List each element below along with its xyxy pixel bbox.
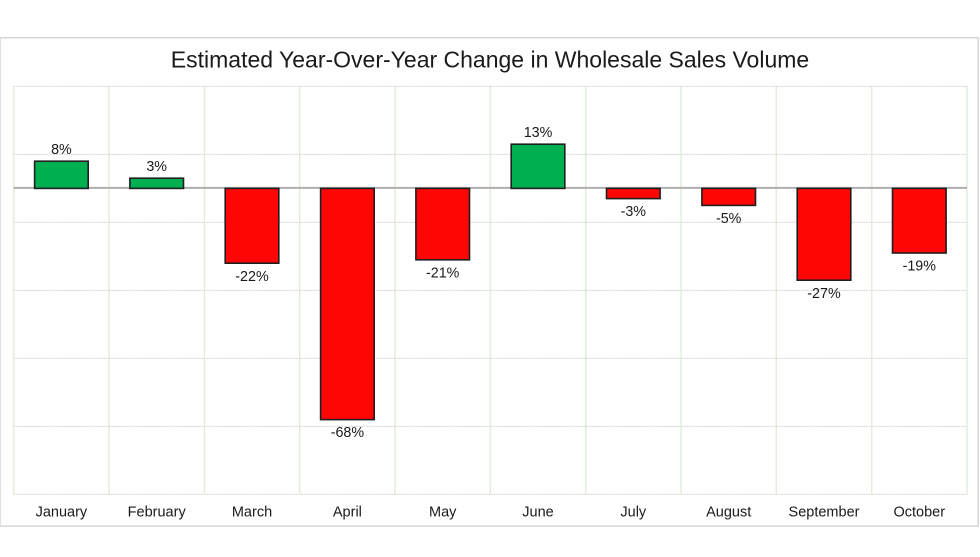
- svg-text:January: January: [36, 505, 88, 521]
- svg-text:September: September: [789, 505, 860, 521]
- svg-text:-3%: -3%: [621, 204, 647, 220]
- svg-text:October: October: [894, 505, 946, 521]
- svg-text:April: April: [333, 505, 362, 521]
- svg-text:-22%: -22%: [235, 269, 269, 285]
- svg-text:3%: 3%: [146, 159, 167, 175]
- svg-text:August: August: [706, 505, 751, 521]
- svg-text:May: May: [429, 505, 457, 521]
- svg-text:13%: 13%: [524, 125, 553, 141]
- svg-text:February: February: [128, 505, 187, 521]
- svg-text:8%: 8%: [51, 142, 72, 158]
- svg-text:-21%: -21%: [426, 265, 460, 281]
- svg-text:Estimated Year-Over-Year Chang: Estimated Year-Over-Year Change in Whole…: [171, 46, 809, 72]
- svg-text:-19%: -19%: [903, 259, 937, 275]
- svg-text:-5%: -5%: [716, 211, 742, 227]
- svg-text:-68%: -68%: [331, 425, 365, 441]
- svg-text:-27%: -27%: [807, 286, 841, 302]
- svg-text:March: March: [232, 505, 272, 521]
- svg-text:June: June: [522, 505, 553, 521]
- svg-text:July: July: [620, 505, 647, 521]
